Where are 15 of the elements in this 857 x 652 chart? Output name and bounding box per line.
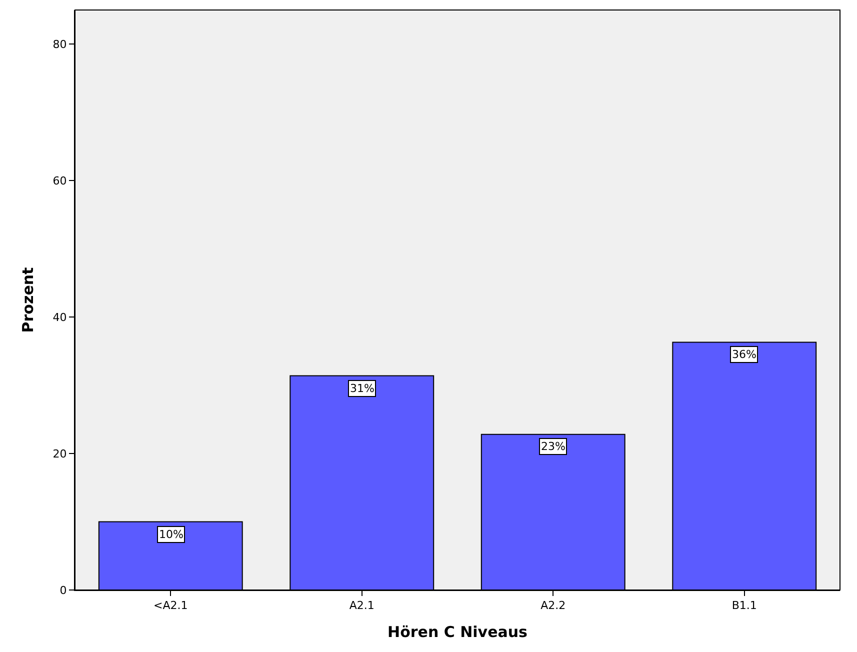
x-tick-label: A2.1 [349,599,374,612]
y-tick-label: 80 [52,38,67,51]
y-tick-label: 20 [52,447,67,460]
x-tick-label: <A2.1 [154,599,188,612]
y-tick-label: 40 [52,310,67,324]
y-tick-label: 60 [52,174,67,188]
x-axis-title: Hören C Niveaus [388,623,528,642]
y-axis-title: Prozent [19,267,38,333]
data-label: 36% [732,348,756,361]
data-label: 31% [350,382,374,395]
x-tick-label: B1.1 [732,599,757,612]
data-label: 23% [541,440,566,453]
data-label: 10% [159,528,184,541]
x-tick-label: A2.2 [540,599,566,612]
y-tick-label: 0 [60,584,67,597]
